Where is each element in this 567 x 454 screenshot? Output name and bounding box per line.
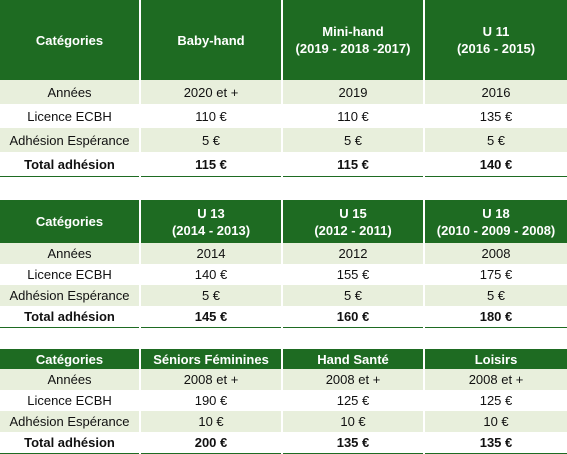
table-row: Licence ECBH 190 € 125 € 125 € xyxy=(0,390,567,411)
header-seniors-feminines: Séniors Féminines xyxy=(140,349,283,369)
header-row: Catégories U 13 (2014 - 2013) U 15 (2012 -… xyxy=(0,200,567,243)
cell: 200 € xyxy=(140,432,283,454)
cell: 2014 xyxy=(140,243,283,264)
cell: 135 € xyxy=(282,432,425,454)
row-label: Années xyxy=(0,80,141,104)
row-label: Adhésion Espérance xyxy=(0,128,141,152)
cell: 5 € xyxy=(282,128,425,152)
cell: 115 € xyxy=(140,152,283,177)
cell: 5 € xyxy=(140,128,283,152)
row-label: Licence ECBH xyxy=(0,104,141,128)
cell: 110 € xyxy=(282,104,425,128)
header-u18: U 18 (2010 - 2009 - 2008) xyxy=(424,200,567,243)
total-row: Total adhésion 200 € 135 € 135 € xyxy=(0,432,567,454)
row-label: Total adhésion xyxy=(0,306,141,328)
pricing-table-2: Catégories U 13 (2014 - 2013) U 15 (2012 -… xyxy=(0,200,567,328)
row-label: Adhésion Espérance xyxy=(0,285,141,306)
cell: 190 € xyxy=(140,390,283,411)
cell: 2019 xyxy=(282,80,425,104)
header-u11: U 11 (2016 - 2015) xyxy=(424,0,567,80)
cell: 2008 et + xyxy=(282,369,425,390)
table-row: Adhésion Espérance 10 € 10 € 10 € xyxy=(0,411,567,432)
cell: 125 € xyxy=(424,390,567,411)
header-categories: Catégories xyxy=(0,0,141,80)
cell: 2012 xyxy=(282,243,425,264)
cell: 115 € xyxy=(282,152,425,177)
header-u15: U 15 (2012 - 2011) xyxy=(282,200,425,243)
table-row: Années 2014 2012 2008 xyxy=(0,243,567,264)
header-categories: Catégories xyxy=(0,349,141,369)
cell: 5 € xyxy=(424,128,567,152)
row-label: Total adhésion xyxy=(0,432,141,454)
cell: 180 € xyxy=(424,306,567,328)
row-label: Adhésion Espérance xyxy=(0,411,141,432)
total-row: Total adhésion 115 € 115 € 140 € xyxy=(0,152,567,177)
table-row: Licence ECBH 140 € 155 € 175 € xyxy=(0,264,567,285)
cell: 125 € xyxy=(282,390,425,411)
cell: 140 € xyxy=(424,152,567,177)
row-label: Licence ECBH xyxy=(0,264,141,285)
header-categories: Catégories xyxy=(0,200,141,243)
header-hand-sante: Hand Santé xyxy=(282,349,425,369)
cell: 10 € xyxy=(140,411,283,432)
header-u13: U 13 (2014 - 2013) xyxy=(140,200,283,243)
cell: 2008 xyxy=(424,243,567,264)
table-row: Années 2020 et + 2019 2016 xyxy=(0,80,567,104)
cell: 145 € xyxy=(140,306,283,328)
cell: 155 € xyxy=(282,264,425,285)
cell: 2008 et + xyxy=(424,369,567,390)
cell: 160 € xyxy=(282,306,425,328)
cell: 135 € xyxy=(424,104,567,128)
header-row: Catégories Baby-hand Mini-hand (2019 - 20… xyxy=(0,0,567,80)
pricing-table-3: Catégories Séniors Féminines Hand Santé … xyxy=(0,349,567,454)
table-row: Années 2008 et + 2008 et + 2008 et + xyxy=(0,369,567,390)
pricing-table-1: Catégories Baby-hand Mini-hand (2019 - 20… xyxy=(0,0,567,177)
cell: 5 € xyxy=(282,285,425,306)
cell: 10 € xyxy=(282,411,425,432)
cell: 2016 xyxy=(424,80,567,104)
table-row: Adhésion Espérance 5 € 5 € 5 € xyxy=(0,285,567,306)
cell: 140 € xyxy=(140,264,283,285)
cell: 10 € xyxy=(424,411,567,432)
row-label: Années xyxy=(0,369,141,390)
cell: 5 € xyxy=(424,285,567,306)
cell: 175 € xyxy=(424,264,567,285)
header-mini-hand: Mini-hand (2019 - 2018 -2017) xyxy=(282,0,425,80)
cell: 135 € xyxy=(424,432,567,454)
row-label: Licence ECBH xyxy=(0,390,141,411)
cell: 2008 et + xyxy=(140,369,283,390)
cell: 2020 et + xyxy=(140,80,283,104)
header-loisirs: Loisirs xyxy=(424,349,567,369)
header-row: Catégories Séniors Féminines Hand Santé … xyxy=(0,349,567,369)
table-row: Adhésion Espérance 5 € 5 € 5 € xyxy=(0,128,567,152)
row-label: Total adhésion xyxy=(0,152,141,177)
table-row: Licence ECBH 110 € 110 € 135 € xyxy=(0,104,567,128)
cell: 110 € xyxy=(140,104,283,128)
total-row: Total adhésion 145 € 160 € 180 € xyxy=(0,306,567,328)
header-baby-hand: Baby-hand xyxy=(140,0,283,80)
row-label: Années xyxy=(0,243,141,264)
cell: 5 € xyxy=(140,285,283,306)
